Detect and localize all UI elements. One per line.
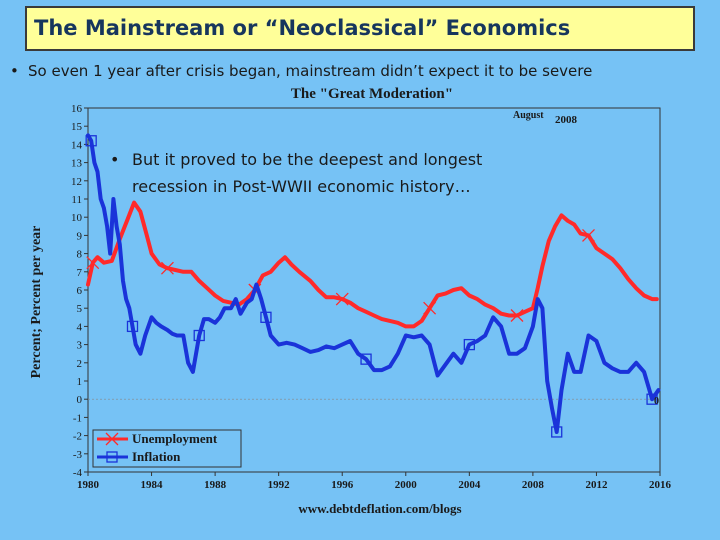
x-tick-label: 1988 — [204, 479, 227, 491]
x-tick-label: 1984 — [141, 479, 164, 491]
series-marker-unemployment — [160, 261, 174, 275]
slide-title: The Mainstream or “Neoclassical” Economi… — [34, 16, 571, 40]
x-tick-label: 1996 — [331, 479, 354, 491]
series-marker-unemployment — [582, 228, 595, 242]
x-tick-label: 1980 — [77, 479, 100, 491]
series-marker-inflation — [463, 338, 475, 351]
y-tick-label: 14 — [71, 139, 83, 151]
y-tick-label: 11 — [71, 194, 82, 206]
y-tick-label: 3 — [77, 340, 83, 352]
y-tick-label: -1 — [73, 412, 82, 424]
series-end-label: 0 — [654, 396, 659, 407]
y-tick-label: 4 — [77, 321, 83, 333]
y-tick-label: 13 — [71, 158, 83, 170]
bullet-1-text: So even 1 year after crisis began, mains… — [28, 62, 593, 80]
x-tick-label: 2016 — [649, 479, 672, 491]
y-tick-label: -3 — [73, 449, 83, 461]
y-tick-label: 6 — [77, 285, 83, 297]
y-tick-label: 16 — [71, 103, 83, 115]
y-tick-label: -2 — [73, 431, 82, 443]
y-tick-label: 12 — [71, 176, 82, 188]
series-marker-inflation — [85, 135, 97, 147]
legend-square-marker-icon — [106, 451, 118, 463]
series-marker-unemployment — [86, 256, 100, 270]
x-tick-label: 2008 — [522, 479, 545, 491]
series-marker-inflation — [551, 426, 563, 438]
x-tick-label: 2004 — [458, 479, 481, 491]
source-url: www.debtdeflation.com/blogs — [298, 501, 461, 516]
y-tick-label: 0 — [77, 394, 83, 406]
y-tick-label: 10 — [71, 212, 83, 224]
series-marker-inflation — [193, 329, 205, 342]
legend-x-marker-icon — [105, 432, 119, 446]
y-tick-label: 2 — [77, 358, 83, 370]
y-tick-label: 5 — [77, 303, 83, 315]
x-tick-label: 1992 — [268, 479, 291, 491]
series-line-unemployment — [86, 200, 659, 329]
y-tick-label: 1 — [77, 376, 83, 388]
x-tick-label: 2000 — [395, 479, 418, 491]
bullet-2-line-2: recession in Post-WWII economic history… — [132, 177, 471, 196]
legend: Unemployment Inflation — [92, 429, 242, 468]
bullet-dot: • — [110, 150, 120, 169]
chart-title: The "Great Moderation" — [291, 86, 453, 102]
y-axis-label: Percent; Percent per year — [29, 226, 44, 379]
series-marker-inflation — [360, 353, 372, 365]
y-tick-label: 9 — [77, 230, 83, 242]
series-marker-inflation — [260, 311, 272, 323]
series-marker-unemployment — [510, 309, 524, 322]
bullet-point-1: • So even 1 year after crisis began, main… — [10, 62, 592, 80]
series-marker-unemployment — [335, 292, 349, 306]
bullet-dot: • — [10, 62, 19, 80]
legend-inflation-label: Inflation — [132, 449, 181, 464]
series-marker-inflation — [126, 320, 139, 333]
year-2008-annotation: 2008 — [555, 114, 578, 126]
legend-unemployment-label: Unemployment — [132, 431, 218, 446]
series-line-inflation — [86, 133, 661, 434]
series-marker-unemployment — [423, 301, 437, 315]
y-tick-label: -4 — [73, 467, 83, 479]
y-tick-label: 8 — [77, 249, 83, 261]
bullet-2-line-1: But it proved to be the deepest and long… — [132, 150, 483, 169]
y-tick-label: 7 — [77, 267, 83, 279]
august-annotation: August — [513, 110, 544, 121]
series-marker-inflation — [646, 393, 658, 405]
slide-title-box: The Mainstream or “Neoclassical” Economi… — [25, 6, 695, 51]
x-tick-label: 2012 — [585, 479, 608, 491]
y-tick-label: 15 — [71, 121, 83, 133]
